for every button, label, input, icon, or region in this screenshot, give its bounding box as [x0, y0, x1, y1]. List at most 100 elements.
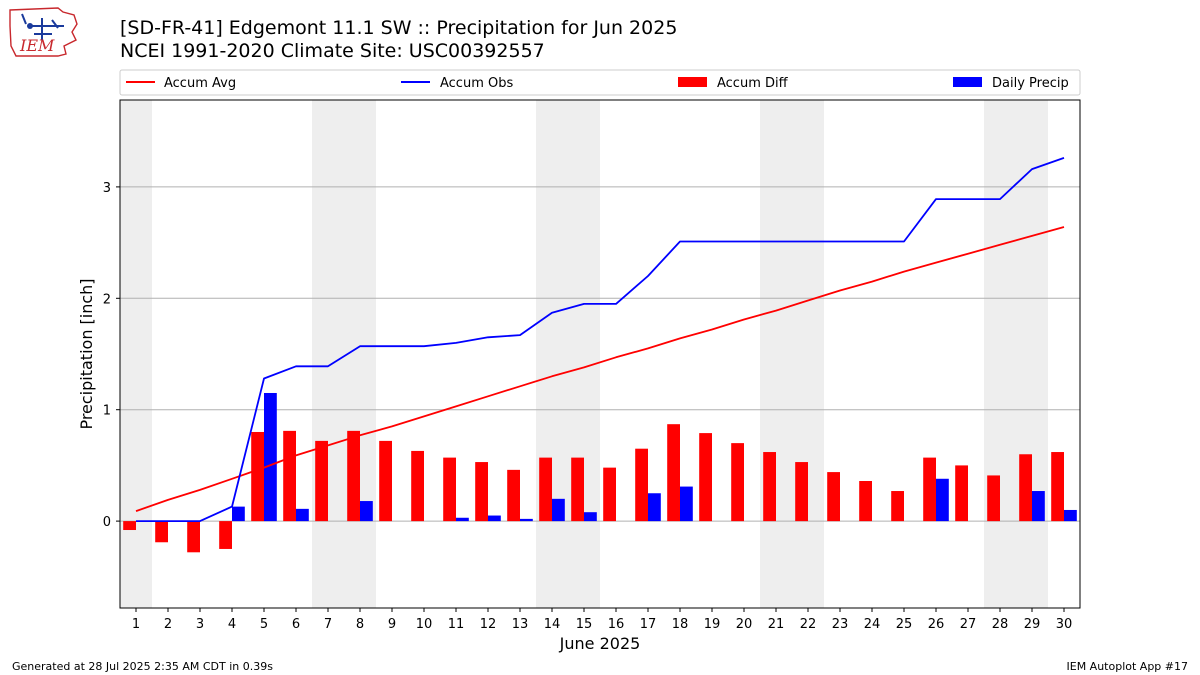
iowa-outline [9, 7, 78, 57]
x-tick-label-4: 4 [228, 617, 236, 632]
x-tick-label-22: 22 [800, 617, 817, 632]
bar-accum-diff-day-21 [763, 452, 776, 522]
bar-accum-diff-day-10 [411, 450, 424, 522]
weekend-shade-day-7 [312, 100, 344, 608]
legend: Accum Avg Accum Obs Accum Diff Daily Precip [119, 69, 1081, 96]
x-tick-label-20: 20 [736, 617, 753, 632]
x-tick-label-29: 29 [1024, 617, 1041, 632]
bar-daily-precip-day-5 [264, 392, 277, 522]
bar-daily-precip-day-12 [488, 515, 501, 522]
bar-accum-diff-day-9 [379, 440, 392, 522]
logo-text: IEM [19, 36, 55, 55]
x-tick-label-17: 17 [640, 617, 657, 632]
bar-accum-diff-day-3 [187, 521, 200, 553]
y-tick-label-3: 3 [103, 181, 111, 196]
bar-accum-diff-day-1 [123, 521, 136, 531]
weekend-shade-day-1 [120, 100, 152, 608]
bar-accum-diff-day-20 [731, 443, 744, 522]
station-dot-icon [27, 23, 33, 29]
x-tick-label-23: 23 [832, 617, 849, 632]
bars [123, 392, 1077, 553]
bar-accum-diff-day-23 [827, 472, 840, 522]
legend-label-accum-avg: Accum Avg [164, 76, 236, 91]
x-tick-label-27: 27 [960, 617, 977, 632]
bar-accum-diff-day-8 [347, 430, 360, 522]
line-accum-avg [135, 226, 1065, 512]
line-accum-obs [136, 157, 1065, 522]
x-tick-label-7: 7 [324, 617, 332, 632]
x-tick-label-2: 2 [164, 617, 172, 632]
legend-swatch-daily-precip [953, 77, 982, 87]
legend-swatch-accum-diff [678, 77, 707, 87]
x-tick-label-8: 8 [356, 617, 364, 632]
bar-accum-diff-day-28 [987, 475, 1000, 522]
weekend-shade-day-22 [792, 100, 824, 608]
x-tick-label-24: 24 [864, 617, 881, 632]
legend-label-daily-precip: Daily Precip [992, 76, 1069, 91]
x-tick-label-19: 19 [704, 617, 721, 632]
legend-label-accum-obs: Accum Obs [440, 76, 513, 91]
weather-station-icon [21, 13, 64, 40]
app-credit: IEM Autoplot App #17 [1066, 660, 1189, 673]
bar-daily-precip-day-11 [456, 517, 469, 522]
weekend-shade-day-28 [984, 100, 1016, 608]
bar-daily-precip-day-13 [520, 518, 533, 522]
bar-daily-precip-day-4 [232, 506, 245, 522]
bar-accum-diff-day-12 [475, 462, 488, 522]
x-tick-label-21: 21 [768, 617, 785, 632]
bar-accum-diff-day-15 [571, 457, 584, 522]
bar-accum-diff-day-25 [891, 491, 904, 522]
bar-accum-diff-day-19 [699, 433, 712, 522]
x-tick-label-25: 25 [896, 617, 913, 632]
bar-accum-diff-day-27 [955, 465, 968, 522]
bar-accum-diff-day-17 [635, 448, 648, 522]
x-tick-label-3: 3 [196, 617, 204, 632]
bar-accum-diff-day-18 [667, 424, 680, 522]
bar-accum-diff-day-7 [315, 440, 328, 522]
bar-accum-diff-day-24 [859, 481, 872, 522]
plot-frame [119, 99, 1081, 609]
bar-accum-diff-day-29 [1019, 454, 1032, 522]
x-tick-label-14: 14 [544, 617, 561, 632]
x-tick-label-10: 10 [416, 617, 433, 632]
bar-accum-diff-day-14 [539, 457, 552, 522]
chart-title: [SD-FR-41] Edgemont 11.1 SW :: Precipita… [120, 17, 678, 39]
weekend-shade-day-29 [1016, 100, 1048, 608]
x-tick-label-1: 1 [132, 617, 140, 632]
weekend-shade-day-14 [536, 100, 568, 608]
legend-label-accum-diff: Accum Diff [717, 76, 789, 91]
x-tick-label-26: 26 [928, 617, 945, 632]
axes: 1 2 3 4 5 6 7 8 9 10 11 12 13 14 15 16 17 18 19 20 21 22 23 24 2… [77, 99, 1081, 653]
bar-daily-precip-day-8 [360, 501, 373, 522]
y-tick-label-0: 0 [103, 515, 111, 530]
bar-daily-precip-day-17 [648, 493, 661, 522]
bar-accum-diff-day-4 [219, 521, 232, 549]
x-tick-label-6: 6 [292, 617, 300, 632]
bar-accum-diff-day-11 [443, 457, 456, 522]
bar-daily-precip-day-29 [1032, 491, 1045, 522]
y-axis-label: Precipitation [inch] [77, 278, 96, 429]
x-tick-label-15: 15 [576, 617, 593, 632]
x-tick-label-30: 30 [1056, 617, 1073, 632]
lines [135, 157, 1065, 522]
bar-accum-diff-day-30 [1051, 452, 1064, 522]
y-tick-label-1: 1 [103, 404, 111, 419]
iem-logo: IEM [9, 7, 78, 57]
chart-subtitle: NCEI 1991-2020 Climate Site: USC00392557 [120, 40, 545, 62]
weekend-shade-day-21 [760, 100, 792, 608]
weekend-shade-day-15 [568, 100, 600, 608]
y-tick-label-2: 2 [103, 292, 111, 307]
x-tick-label-28: 28 [992, 617, 1009, 632]
x-tick-label-16: 16 [608, 617, 625, 632]
weekend-shading [120, 100, 1048, 608]
bar-accum-diff-day-26 [923, 457, 936, 522]
bar-accum-diff-day-6 [283, 430, 296, 522]
bar-daily-precip-day-15 [584, 512, 597, 522]
bar-daily-precip-day-30 [1064, 509, 1077, 522]
bar-accum-diff-day-2 [155, 521, 168, 543]
x-tick-label-13: 13 [512, 617, 529, 632]
generated-timestamp: Generated at 28 Jul 2025 2:35 AM CDT in … [12, 660, 273, 673]
bar-daily-precip-day-26 [936, 478, 949, 522]
x-tick-label-5: 5 [260, 617, 268, 632]
